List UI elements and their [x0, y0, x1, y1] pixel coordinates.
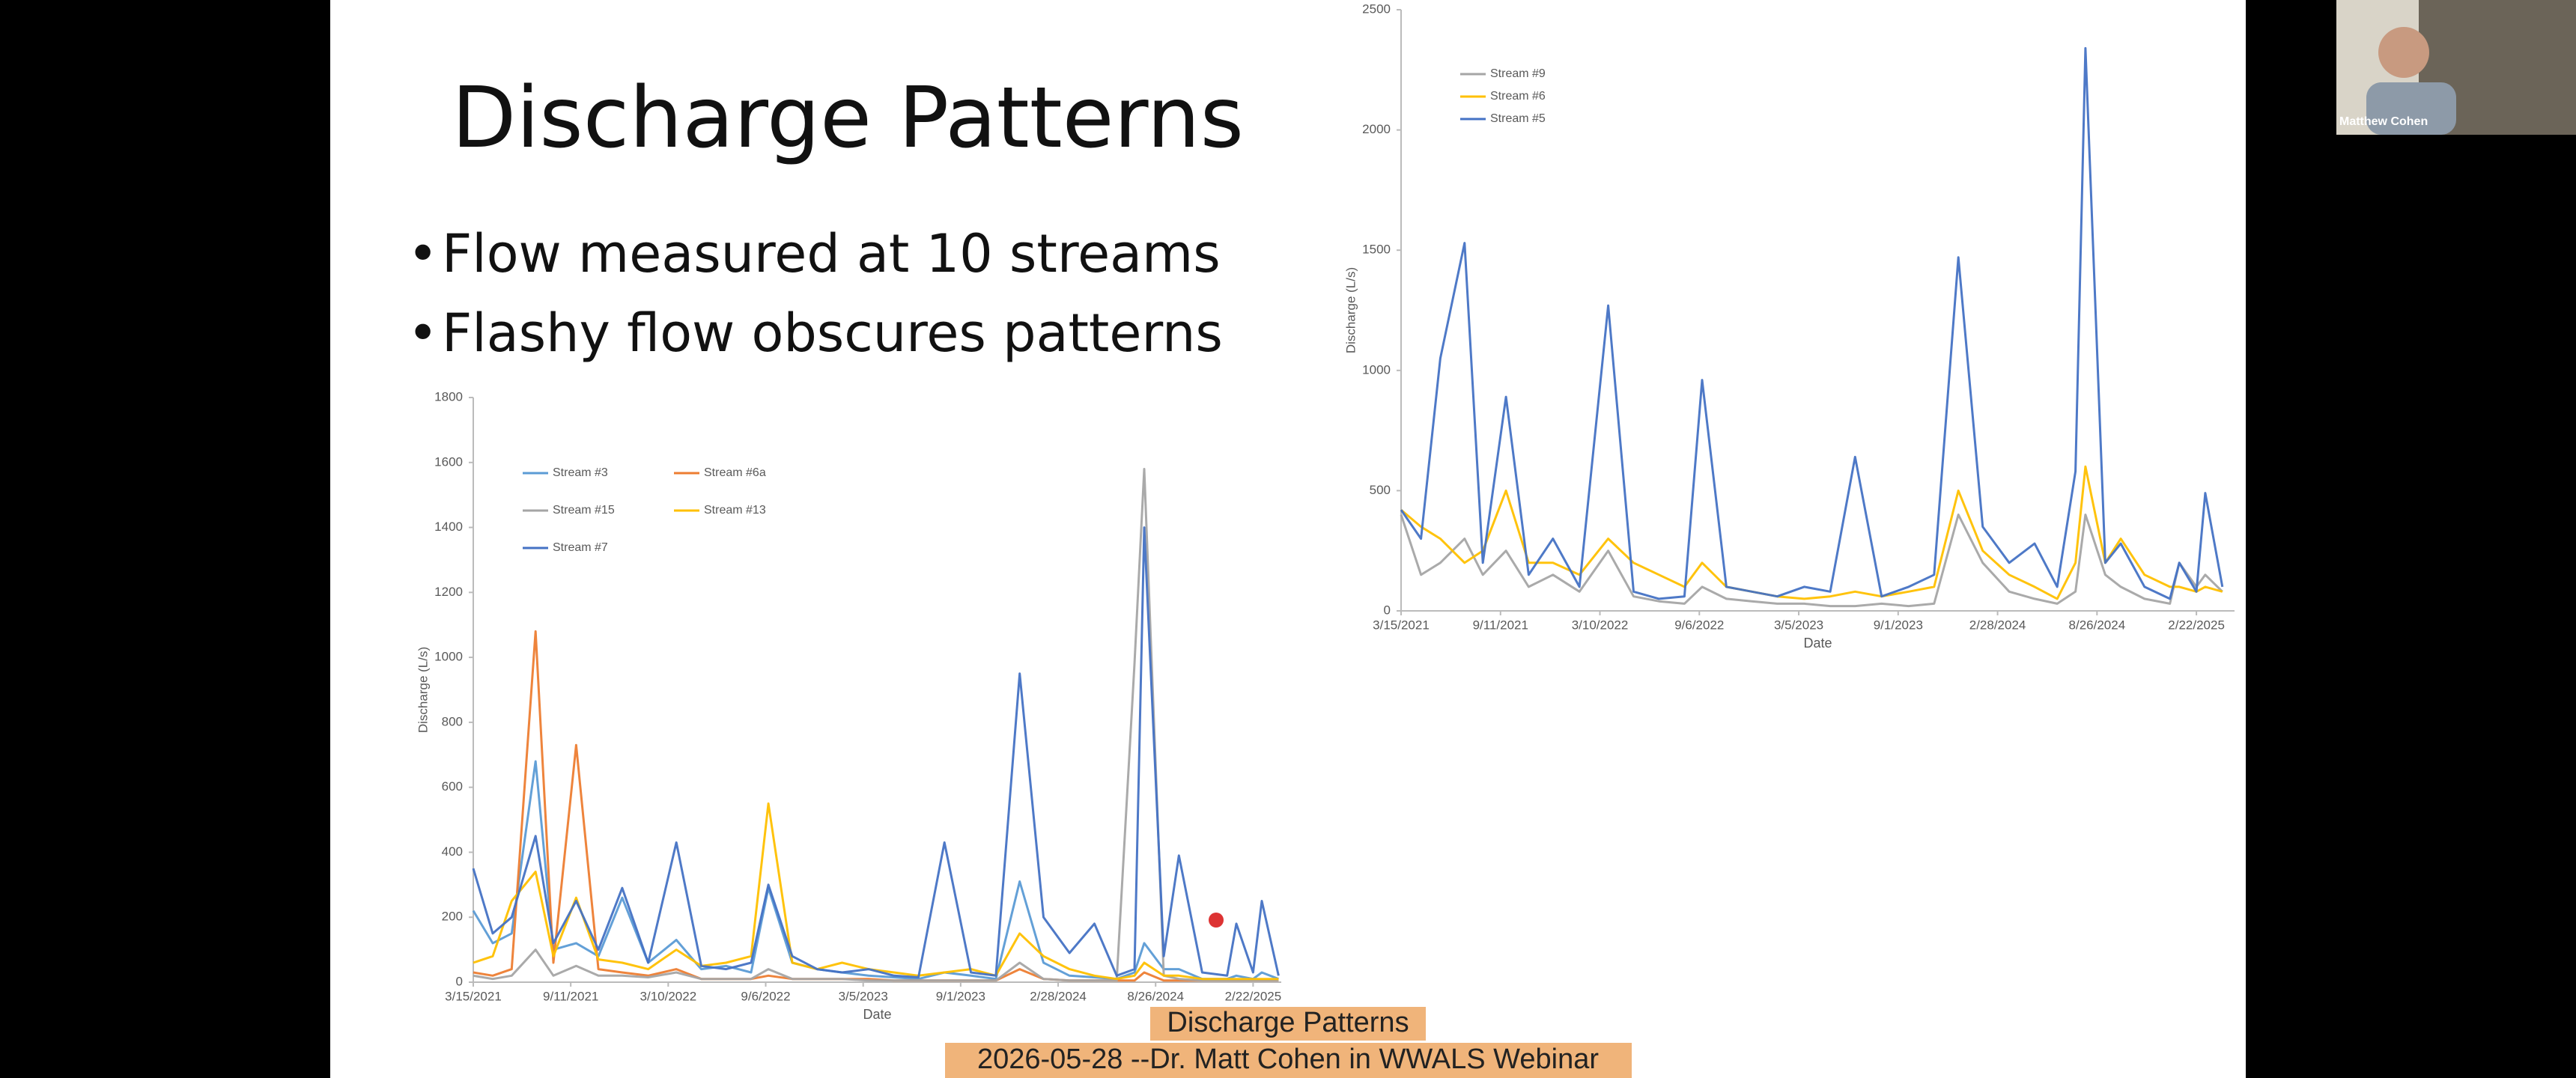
caption: 2026-05-28 --Dr. Matt Cohen in WWALS Web… [977, 1044, 1599, 1075]
x-tick-label: 3/5/2023 [1774, 618, 1823, 632]
x-tick-label: 2/22/2025 [1225, 989, 1282, 1003]
series-line [472, 526, 1280, 978]
caption: Discharge Patterns [1167, 1007, 1409, 1038]
bullet: Flow measured at 10 streams [442, 223, 1221, 284]
y-tick-label: 0 [456, 974, 463, 988]
x-axis-label: Date [1803, 636, 1832, 651]
x-tick-label: 9/6/2022 [741, 989, 790, 1003]
bullet-dot: • [407, 223, 438, 284]
x-tick-label: 2/28/2024 [1969, 618, 2026, 632]
bullet: Flashy flow obscures patterns [442, 302, 1223, 364]
x-tick-label: 3/10/2022 [640, 989, 697, 1003]
series-line [1400, 46, 2224, 600]
y-tick-label: 2000 [1362, 122, 1391, 136]
x-tick-label: 2/28/2024 [1030, 989, 1087, 1003]
y-tick-label: 500 [1370, 483, 1391, 497]
participant-name: Matthew Cohen [2339, 115, 2428, 128]
person-head [2378, 27, 2429, 78]
legend-label: Stream #13 [704, 504, 766, 517]
x-tick-label: 8/26/2024 [1127, 989, 1184, 1003]
y-tick-label: 1000 [434, 650, 463, 664]
cursor [1209, 913, 1224, 928]
x-tick-label: 9/1/2023 [1874, 618, 1923, 632]
x-tick-label: 9/11/2021 [1473, 618, 1528, 632]
legend-label: Stream #3 [553, 466, 608, 479]
series-line [1400, 465, 2223, 600]
y-tick-label: 2500 [1362, 1, 1391, 16]
series-line [472, 760, 1279, 981]
legend-label: Stream #5 [1490, 112, 1546, 125]
y-tick-label: 1400 [434, 520, 463, 534]
x-tick-label: 9/1/2023 [936, 989, 985, 1003]
x-tick-label: 3/15/2021 [1373, 618, 1430, 632]
legend-label: Stream #6 [1490, 90, 1546, 103]
slide [330, 0, 2246, 1078]
x-tick-label: 3/10/2022 [1572, 618, 1629, 632]
legend-label: Stream #7 [553, 541, 608, 554]
legend-label: Stream #15 [553, 504, 615, 517]
x-tick-label: 8/26/2024 [2069, 618, 2126, 632]
x-tick-label: 2/22/2025 [2168, 618, 2225, 632]
legend-label: Stream #9 [1490, 67, 1546, 80]
y-tick-label: 1200 [434, 585, 463, 599]
y-axis-label: Discharge (L/s) [1343, 267, 1358, 353]
y-tick-label: 200 [442, 910, 463, 924]
y-tick-label: 800 [442, 714, 463, 728]
caption-box [1150, 1007, 1426, 1041]
x-tick-label: 3/15/2021 [445, 989, 502, 1003]
slide-title: Discharge Patterns [452, 70, 1244, 167]
y-tick-label: 1000 [1362, 362, 1391, 377]
y-tick-label: 1800 [434, 389, 463, 404]
person-body [2366, 82, 2456, 135]
series-line [473, 802, 1279, 981]
y-tick-label: 0 [1384, 603, 1391, 617]
y-tick-label: 1600 [434, 454, 463, 469]
y-tick-label: 1500 [1362, 243, 1391, 257]
legend-label: Stream #6a [704, 466, 766, 479]
y-tick-label: 400 [442, 844, 463, 859]
bullet-dot: • [407, 302, 438, 364]
caption-box [945, 1043, 1632, 1078]
y-axis-label: Discharge (L/s) [416, 647, 430, 733]
video-tile: Matthew Cohen [2336, 0, 2576, 135]
x-tick-label: 9/6/2022 [1674, 618, 1724, 632]
series-line [473, 468, 1279, 982]
x-axis-label: Date [863, 1007, 891, 1022]
x-tick-label: 9/11/2021 [543, 989, 598, 1003]
y-tick-label: 600 [442, 779, 463, 794]
x-tick-label: 3/5/2023 [839, 989, 888, 1003]
series-line [1400, 514, 2223, 608]
